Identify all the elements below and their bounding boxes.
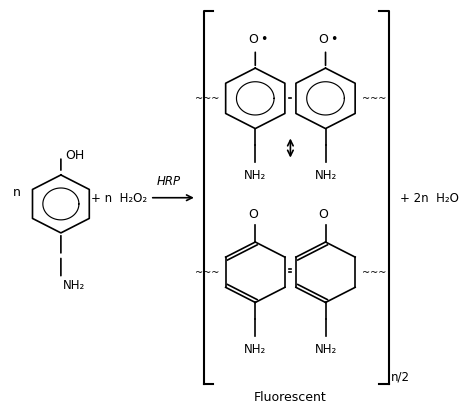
Text: ~~~: ~~~ [195,268,219,278]
Text: NH₂: NH₂ [244,342,266,355]
Text: O: O [318,33,328,46]
Text: Fluorescent: Fluorescent [254,390,327,403]
Text: O: O [248,33,258,46]
Text: + n  H₂O₂: + n H₂O₂ [91,192,147,205]
Text: O: O [318,208,328,221]
Text: HRP: HRP [156,175,181,188]
Text: n: n [12,185,20,199]
Text: •: • [260,33,267,46]
Text: ~~~: ~~~ [195,94,219,104]
Text: + 2n  H₂O: + 2n H₂O [401,192,459,205]
Text: O: O [248,208,258,221]
Text: NH₂: NH₂ [314,342,337,355]
Text: NH₂: NH₂ [244,169,266,181]
Text: ~~~: ~~~ [362,94,386,104]
Text: ~~~: ~~~ [362,268,386,278]
Text: n/2: n/2 [391,369,410,382]
Text: NH₂: NH₂ [314,169,337,181]
Text: OH: OH [65,148,85,161]
Text: •: • [330,33,337,46]
Text: NH₂: NH₂ [63,278,85,292]
